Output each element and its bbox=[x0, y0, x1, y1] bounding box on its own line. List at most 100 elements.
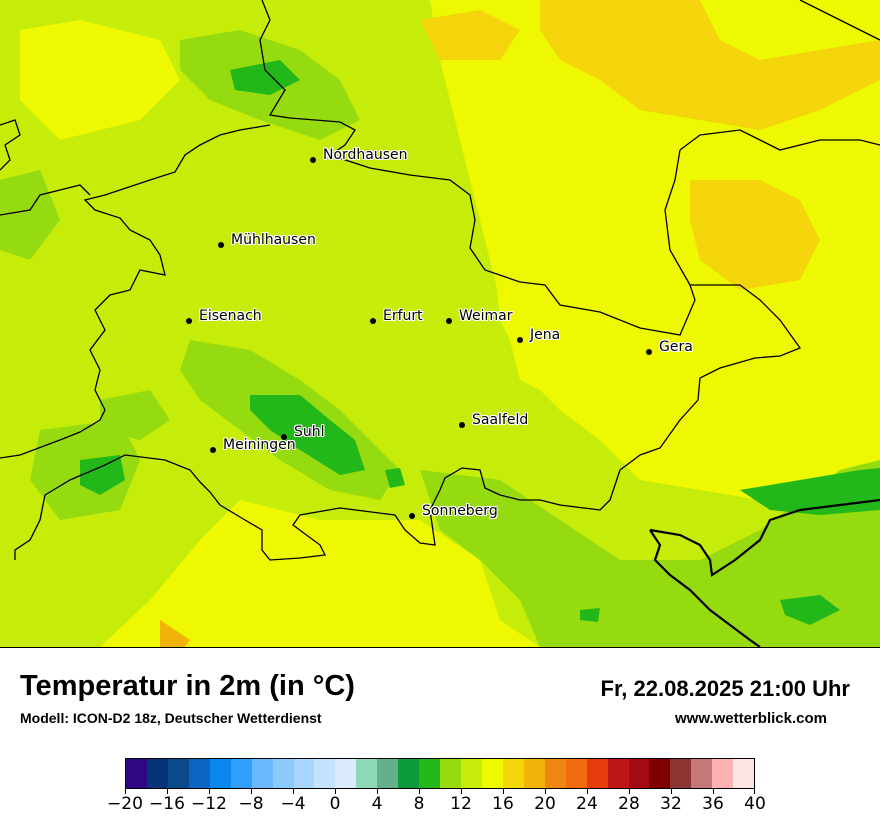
legend-swatch bbox=[481, 759, 503, 788]
legend-swatch bbox=[628, 759, 650, 788]
warm-area-north-west bbox=[20, 20, 180, 140]
legend-swatch bbox=[314, 759, 336, 788]
color-legend bbox=[125, 758, 755, 789]
legend-swatch bbox=[733, 759, 755, 788]
legend-swatch bbox=[419, 759, 441, 788]
state-border-north-east bbox=[799, 0, 880, 41]
legend-tick-label: −12 bbox=[191, 794, 227, 814]
legend-swatch bbox=[523, 759, 545, 788]
legend-swatch bbox=[230, 759, 252, 788]
legend-tick-label: 0 bbox=[329, 794, 341, 814]
legend-tick-label: 8 bbox=[413, 794, 425, 814]
legend-swatch bbox=[146, 759, 168, 788]
legend-swatch bbox=[649, 759, 671, 788]
temperature-map bbox=[0, 0, 880, 648]
legend-tick-label: 4 bbox=[371, 794, 383, 814]
legend-swatch bbox=[502, 759, 524, 788]
website-link[interactable]: www.wetterblick.com bbox=[675, 710, 827, 727]
city-label: Gera bbox=[659, 339, 693, 355]
legend-swatch bbox=[670, 759, 692, 788]
legend-tick bbox=[545, 789, 546, 794]
city-dot bbox=[446, 318, 452, 324]
legend-tick bbox=[713, 789, 714, 794]
legend-swatch bbox=[251, 759, 273, 788]
warm-area-south bbox=[100, 500, 540, 647]
legend-tick-label: 12 bbox=[450, 794, 472, 814]
legend-tick bbox=[503, 789, 504, 794]
national-border bbox=[649, 498, 880, 647]
legend-swatch bbox=[565, 759, 587, 788]
legend-tick bbox=[377, 789, 378, 794]
legend-tick-label: −4 bbox=[280, 794, 306, 814]
city-label: Meiningen bbox=[223, 437, 296, 453]
hot-area-east bbox=[690, 180, 820, 290]
hot-area-north bbox=[420, 10, 520, 60]
legend-tick bbox=[754, 789, 755, 794]
city-dot bbox=[281, 434, 287, 440]
cool-area-south-east bbox=[420, 460, 880, 647]
state-border-west bbox=[0, 184, 91, 216]
cold-spot-south bbox=[580, 608, 600, 622]
legend-swatch bbox=[126, 759, 147, 788]
city-dot bbox=[370, 318, 376, 324]
legend-tick bbox=[209, 789, 210, 794]
cold-spot-south-east bbox=[780, 595, 840, 625]
legend-tick bbox=[125, 789, 126, 794]
city-label: Weimar bbox=[459, 308, 513, 324]
cold-area-harz bbox=[230, 60, 300, 95]
legend-tick bbox=[419, 789, 420, 794]
legend-tick bbox=[293, 789, 294, 794]
legend-swatch bbox=[691, 759, 713, 788]
legend-tick-label: 24 bbox=[576, 794, 598, 814]
hot-spot-south bbox=[160, 620, 190, 647]
city-label: Sonneberg bbox=[422, 503, 498, 519]
cold-spot-sonneberg bbox=[385, 468, 405, 488]
cool-area-werra bbox=[100, 390, 170, 440]
hot-area-north-east bbox=[540, 0, 880, 130]
legend-swatch bbox=[209, 759, 231, 788]
city-label: Saalfeld bbox=[472, 412, 529, 428]
city-label: Jena bbox=[530, 327, 561, 343]
city-dot bbox=[646, 349, 652, 355]
state-border-north-west bbox=[0, 119, 21, 171]
legend-tick bbox=[251, 789, 252, 794]
legend-swatch bbox=[586, 759, 608, 788]
legend-tick-label: −16 bbox=[149, 794, 185, 814]
legend-tick-label: −20 bbox=[107, 794, 143, 814]
legend-swatch bbox=[188, 759, 210, 788]
cold-area-rhoen bbox=[80, 455, 125, 495]
city-dot bbox=[409, 513, 415, 519]
city-label: Erfurt bbox=[383, 308, 423, 324]
city-label: Nordhausen bbox=[323, 147, 408, 163]
state-border-east bbox=[679, 129, 880, 151]
legend-tick bbox=[461, 789, 462, 794]
legend-swatch bbox=[167, 759, 189, 788]
legend-tick-label: 32 bbox=[660, 794, 682, 814]
legend-tick-label: 40 bbox=[744, 794, 766, 814]
legend-tick-label: 16 bbox=[492, 794, 514, 814]
legend-swatch bbox=[293, 759, 315, 788]
forecast-datetime: Fr, 22.08.2025 21:00 Uhr bbox=[600, 676, 851, 701]
city-dot bbox=[218, 242, 224, 248]
legend-swatch bbox=[712, 759, 734, 788]
legend-swatch bbox=[356, 759, 378, 788]
legend-swatch bbox=[440, 759, 461, 788]
warm-area-east-2 bbox=[480, 120, 880, 500]
city-dot bbox=[310, 157, 316, 163]
legend-ticks: −20 −16 −12 −8 −4 0 4 8 12 16 20 24 28 32 36 40 bbox=[107, 789, 766, 829]
legend-swatch bbox=[398, 759, 420, 788]
cool-area-west bbox=[0, 170, 60, 260]
legend-tick-label: 36 bbox=[702, 794, 724, 814]
model-source: Modell: ICON-D2 18z, Deutscher Wetterdie… bbox=[20, 710, 322, 726]
legend-swatch bbox=[272, 759, 294, 788]
mild-area-south-west bbox=[0, 560, 130, 647]
legend-swatch bbox=[607, 759, 629, 788]
state-border-east-2 bbox=[664, 149, 691, 286]
legend-swatch bbox=[377, 759, 399, 788]
state-border bbox=[0, 0, 802, 561]
city-dot bbox=[210, 447, 216, 453]
city-dot bbox=[186, 318, 192, 324]
legend-swatch bbox=[461, 759, 482, 788]
legend-tick-label: −8 bbox=[238, 794, 264, 814]
legend-tick-label: 20 bbox=[534, 794, 556, 814]
